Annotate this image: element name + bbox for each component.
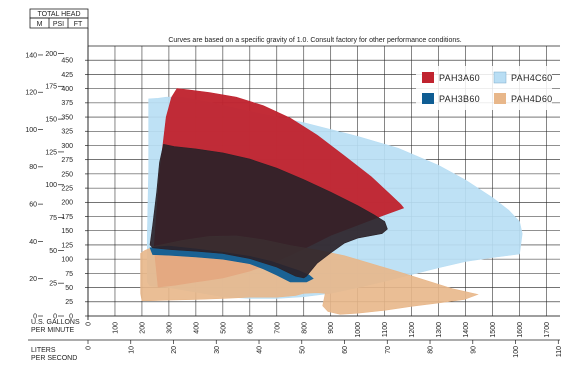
x-axes: 0 100 200 300 400 500 600 700 800 900 1000 1100 1200… [28, 315, 563, 358]
lps-axis-caption-line1: LITERS [31, 347, 56, 354]
ft-tick-label: 75 [65, 271, 73, 278]
gpm-tick-label: 1500 [490, 322, 497, 338]
lps-tick-label: 0 [86, 346, 93, 350]
legend-item-3: PAH3B60 [422, 93, 480, 104]
gpm-tick-label: 700 [274, 322, 281, 334]
legend-label-1: PAH3A60 [439, 73, 480, 83]
ft-tick-label: 200 [61, 200, 73, 207]
lps-tick-label: 40 [257, 346, 264, 354]
psi-tick-label: 75 [49, 215, 57, 222]
lps-tick-label: 60 [342, 346, 349, 354]
m-tick-label: 0 [33, 313, 37, 320]
gpm-tick-label: 500 [220, 322, 227, 334]
legend-item-4: PAH4D60 [494, 93, 552, 104]
ft-tick-label: 100 [61, 257, 73, 264]
total-head-label: TOTAL HEAD [37, 11, 80, 18]
lps-tick-label: 10 [128, 346, 135, 354]
lps-tick-label: 20 [171, 346, 178, 354]
legend-label-4: PAH4D60 [511, 94, 552, 104]
ft-tick-label: 125 [61, 242, 73, 249]
gpm-tick-label: 1400 [463, 322, 470, 338]
ft-tick-label: 25 [65, 299, 73, 306]
legend-swatch-3 [422, 93, 434, 104]
psi-tick-label: 25 [49, 281, 57, 288]
ft-tick-label: 425 [61, 72, 73, 79]
lps-axis-caption: LITERS PER SECOND [31, 347, 77, 362]
psi-tick-label: 175 [45, 84, 57, 91]
gpm-axis-caption-line1: U.S. GALLONS [31, 319, 80, 326]
axis-header: TOTAL HEAD M PSI FT [29, 8, 89, 29]
y-axes: 0255075100125150175200225250275300325350… [25, 51, 88, 320]
m-tick-label: 60 [29, 202, 37, 209]
ft-tick-label: 150 [61, 228, 73, 235]
series-areas [140, 88, 523, 315]
legend-swatch-4 [494, 93, 506, 104]
m-tick-label: 120 [25, 90, 37, 97]
ft-tick-label: 275 [61, 157, 73, 164]
lps-tick-label: 110 [556, 346, 563, 357]
legend-swatch-1 [422, 72, 434, 83]
lps-axis-caption-line2: PER SECOND [31, 355, 77, 362]
legend-item-2: PAH4C60 [493, 71, 552, 84]
gpm-tick-label: 1200 [409, 322, 416, 338]
gpm-tick-label: 1000 [355, 322, 362, 338]
gpm-tick-label: 0 [86, 322, 93, 326]
gpm-tick-label: 1300 [436, 322, 443, 338]
chart-note: Curves are based on a specific gravity o… [168, 37, 461, 44]
ft-tick-label: 325 [61, 129, 73, 136]
psi-tick-label: 100 [45, 182, 57, 189]
ft-tick-label: 50 [65, 285, 73, 292]
gpm-tick-label: 1700 [544, 322, 551, 338]
ft-tick-label: 400 [61, 86, 73, 93]
gpm-tick-label: 900 [328, 322, 335, 334]
psi-tick-label: 150 [45, 117, 57, 124]
m-tick-label: 20 [29, 276, 37, 283]
lps-tick-label: 100 [513, 346, 520, 358]
legend-label-2: PAH4C60 [511, 73, 552, 83]
m-unit-label: M [37, 21, 43, 28]
lps-tick-label: 50 [299, 346, 306, 354]
lps-tick-label: 70 [385, 346, 392, 354]
lps-tick-label: 30 [214, 346, 221, 354]
ft-tick-label: 250 [61, 171, 73, 178]
legend-item-1: PAH3A60 [422, 72, 480, 83]
m-tick-label: 140 [25, 52, 37, 59]
ft-tick-label: 350 [61, 114, 73, 121]
gpm-tick-label: 200 [139, 322, 146, 334]
ft-unit-label: FT [74, 21, 83, 28]
psi-unit-label: PSI [53, 21, 64, 28]
gpm-tick-label: 400 [193, 322, 200, 334]
ft-tick-label: 225 [61, 186, 73, 193]
ft-tick-label: 300 [61, 143, 73, 150]
psi-tick-label: 200 [45, 51, 57, 58]
psi-tick-label: 50 [49, 248, 57, 255]
gpm-tick-label: 1100 [382, 322, 389, 337]
lps-tick-label: 80 [428, 346, 435, 354]
ft-tick-label: 175 [61, 214, 73, 221]
gpm-tick-label: 800 [301, 322, 308, 334]
m-tick-label: 100 [25, 127, 37, 134]
gpm-axis-caption-line2: PER MINUTE [31, 327, 75, 334]
gpm-tick-label: 600 [247, 322, 254, 334]
legend: PAH3A60 PAH4C60 PAH3B60 PAH4D60 [416, 66, 552, 110]
psi-tick-label: 125 [45, 149, 57, 156]
legend-swatch-2 [493, 71, 507, 84]
gpm-tick-label: 1600 [517, 322, 524, 338]
ft-tick-label: 0 [69, 313, 73, 320]
gpm-axis-caption: U.S. GALLONS PER MINUTE [31, 319, 80, 334]
ft-tick-label: 450 [61, 58, 73, 65]
m-tick-label: 40 [29, 239, 37, 246]
psi-tick-label: 0 [53, 313, 57, 320]
gpm-tick-label: 300 [166, 322, 173, 334]
lps-tick-label: 90 [470, 346, 477, 354]
legend-label-3: PAH3B60 [439, 94, 480, 104]
series-area-5 [149, 143, 388, 279]
ft-tick-label: 375 [61, 100, 73, 107]
gpm-tick-label: 100 [112, 322, 119, 334]
m-tick-label: 80 [29, 164, 37, 171]
